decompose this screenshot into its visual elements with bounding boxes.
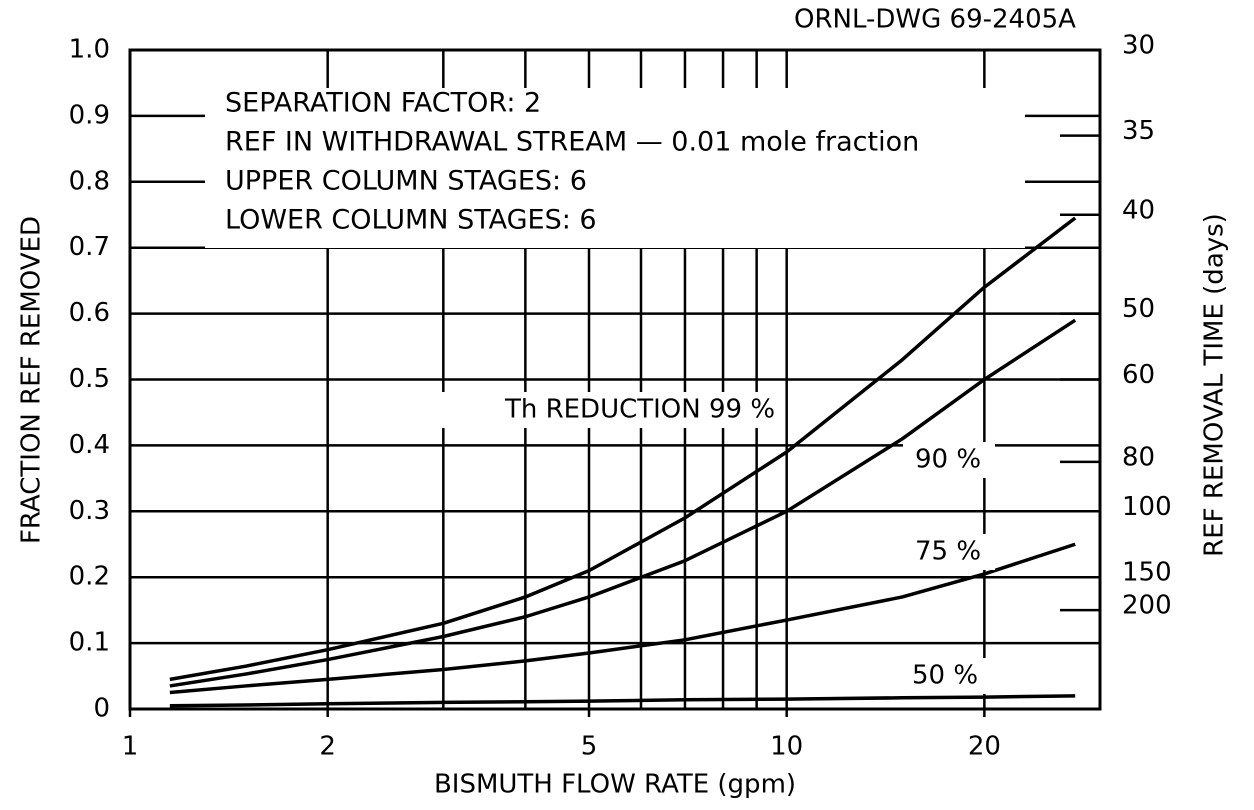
plot-frame xyxy=(128,48,1102,711)
y-tick-label: 0.9 xyxy=(69,100,110,130)
annotation: REF IN WITHDRAWAL STREAM — 0.01 mole fra… xyxy=(225,127,919,158)
annotation: SEPARATION FACTOR: 2 xyxy=(225,88,541,119)
y2-tick-label: 80 xyxy=(1122,442,1155,472)
x-tick-label: 2 xyxy=(319,732,336,762)
x-tick-label: 1 xyxy=(122,732,139,762)
y2-tick-label: 100 xyxy=(1122,492,1172,522)
series-label: 90 % xyxy=(915,445,981,475)
y-tick-label: 0.6 xyxy=(69,298,110,328)
annotation: LOWER COLUMN STAGES: 6 xyxy=(225,205,597,236)
y2-tick-label: 40 xyxy=(1122,195,1155,225)
y2-tick-label: 30 xyxy=(1122,31,1155,61)
series-line xyxy=(169,542,1076,695)
x-tick-label: 5 xyxy=(581,732,598,762)
y-tick-label: 0.7 xyxy=(69,232,110,262)
y-axis-label: FRACTION REF REMOVED xyxy=(17,216,47,544)
series-label-bg xyxy=(903,534,995,570)
drawing-id: ORNL-DWG 69-2405A xyxy=(794,5,1076,35)
y2-tick-label: 150 xyxy=(1122,558,1172,588)
y2-tick-label: 50 xyxy=(1122,294,1155,324)
x-tick-label: 20 xyxy=(968,732,1001,762)
y-tick-label: 0.2 xyxy=(69,562,110,592)
series-label: 75 % xyxy=(915,537,981,567)
y-tick-label: 0.5 xyxy=(69,364,110,394)
y-tick-label: 0.3 xyxy=(69,496,110,526)
annotation: UPPER COLUMN STAGES: 6 xyxy=(225,166,587,197)
y-tick-label: 0.8 xyxy=(69,166,110,196)
series-label-bg xyxy=(420,392,780,428)
x-tick-label: 10 xyxy=(770,732,803,762)
y2-tick-label: 60 xyxy=(1122,360,1155,390)
series-line xyxy=(169,216,1077,682)
series-label: Th REDUCTION 99 % xyxy=(504,395,775,425)
series-label-bg xyxy=(900,658,992,694)
series-line xyxy=(169,694,1076,708)
y2-tick-label: 35 xyxy=(1122,116,1155,146)
annotation-box xyxy=(205,88,1025,248)
y-tick-label: 0.4 xyxy=(69,430,110,460)
y-tick-label: 0.1 xyxy=(69,628,110,658)
series-line xyxy=(169,318,1077,688)
x-axis-label: BISMUTH FLOW RATE (gpm) xyxy=(434,770,796,800)
y-tick-label: 0 xyxy=(93,694,110,724)
y-tick-label: 1.0 xyxy=(69,35,110,65)
y2-axis-label: REF REMOVAL TIME (days) xyxy=(1200,213,1230,557)
y2-tick-label: 200 xyxy=(1122,591,1172,621)
series-label: 50 % xyxy=(912,661,978,691)
series-label-bg xyxy=(903,442,995,478)
